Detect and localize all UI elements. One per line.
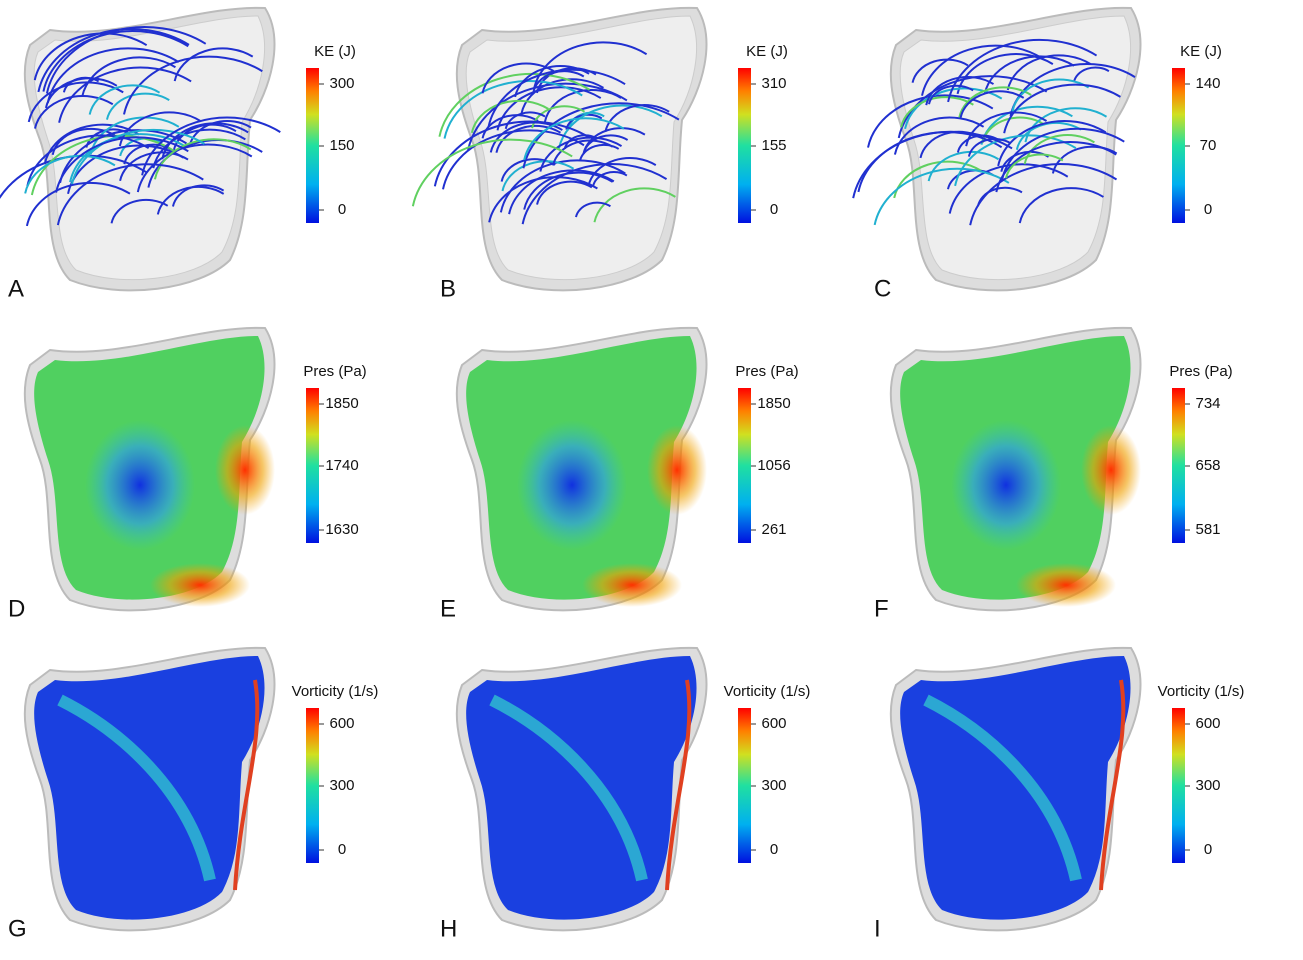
- panel: G Vorticity (1/s) 600 300 0: [8, 648, 378, 943]
- colorbar-tick-label: 0: [1204, 201, 1212, 218]
- colorbar-tick-label: 600: [761, 715, 786, 732]
- panel-label: E: [440, 595, 456, 622]
- colorbar-tick-label: 0: [770, 201, 778, 218]
- colorbar-tick-label: 155: [761, 137, 786, 154]
- panel-label: H: [440, 915, 457, 942]
- panel: H Vorticity (1/s) 600 300 0: [440, 648, 810, 943]
- colorbar-tick-label: 734: [1195, 395, 1220, 412]
- colorbar-tick-label: 0: [338, 201, 346, 218]
- colorbar-tick-label: 300: [761, 777, 786, 794]
- panel: I Vorticity (1/s) 600 300 0: [874, 648, 1244, 943]
- panel: E Pres (Pa) 1850 1056 261: [440, 328, 799, 623]
- panel-label: B: [440, 275, 456, 302]
- colorbar: [738, 388, 751, 543]
- colorbar-title: KE (J): [1180, 43, 1222, 60]
- colorbar-tick-label: 1740: [325, 457, 358, 474]
- colorbar-tick-label: 300: [1195, 777, 1220, 794]
- colorbar-title: Vorticity (1/s): [724, 683, 811, 700]
- colorbar-title: Vorticity (1/s): [1158, 683, 1245, 700]
- colorbar: [738, 708, 751, 863]
- high-region: [215, 425, 275, 515]
- high-region: [647, 425, 707, 515]
- colorbar-tick-label: 310: [761, 75, 786, 92]
- colorbar-tick-label: 300: [329, 777, 354, 794]
- colorbar-tick-label: 600: [1195, 715, 1220, 732]
- colorbar-tick-label: 600: [329, 715, 354, 732]
- panel-label: D: [8, 595, 25, 622]
- colorbar: [306, 708, 319, 863]
- colorbar-tick-label: 1850: [757, 395, 790, 412]
- panel-label: I: [874, 915, 881, 942]
- colorbar-tick-label: 70: [1200, 137, 1217, 154]
- colorbar-tick-label: 0: [770, 841, 778, 858]
- colorbar-tick-label: 261: [761, 521, 786, 538]
- panel: D Pres (Pa) 1850 1740 1630: [8, 328, 367, 623]
- panel: C KE (J) 140 70 0: [853, 8, 1222, 303]
- low-region: [85, 420, 195, 550]
- colorbar-title: Pres (Pa): [303, 363, 366, 380]
- figure: A KE (J) 300 150 0 B KE (J) 310 155 0 C KE (J) 140 70…: [0, 0, 1303, 960]
- colorbar: [1172, 68, 1185, 223]
- panel-label: F: [874, 595, 889, 622]
- colorbar-tick-label: 0: [338, 841, 346, 858]
- colorbar: [306, 68, 319, 223]
- colorbar-title: KE (J): [746, 43, 788, 60]
- panel-label: G: [8, 915, 27, 942]
- panel: F Pres (Pa) 734 658 581: [874, 328, 1233, 623]
- high-region: [582, 563, 682, 607]
- high-region: [150, 563, 250, 607]
- colorbar-title: Pres (Pa): [735, 363, 798, 380]
- colorbar-tick-label: 140: [1195, 75, 1220, 92]
- colorbar-tick-label: 658: [1195, 457, 1220, 474]
- colorbar-tick-label: 581: [1195, 521, 1220, 538]
- colorbar-title: Vorticity (1/s): [292, 683, 379, 700]
- high-region: [1016, 563, 1116, 607]
- colorbar: [1172, 708, 1185, 863]
- low-region: [951, 420, 1061, 550]
- colorbar: [1172, 388, 1185, 543]
- panel: B KE (J) 310 155 0: [413, 8, 788, 303]
- colorbar: [738, 68, 751, 223]
- colorbar-tick-label: 1056: [757, 457, 790, 474]
- high-region: [1081, 425, 1141, 515]
- colorbar-tick-label: 300: [329, 75, 354, 92]
- colorbar-title: KE (J): [314, 43, 356, 60]
- colorbar-tick-label: 150: [329, 137, 354, 154]
- colorbar-tick-label: 1850: [325, 395, 358, 412]
- low-region: [517, 420, 627, 550]
- panel: A KE (J) 300 150 0: [0, 8, 356, 303]
- colorbar-tick-label: 0: [1204, 841, 1212, 858]
- colorbar-tick-label: 1630: [325, 521, 358, 538]
- colorbar: [306, 388, 319, 543]
- panel-label: C: [874, 275, 891, 302]
- colorbar-title: Pres (Pa): [1169, 363, 1232, 380]
- panel-label: A: [8, 275, 24, 302]
